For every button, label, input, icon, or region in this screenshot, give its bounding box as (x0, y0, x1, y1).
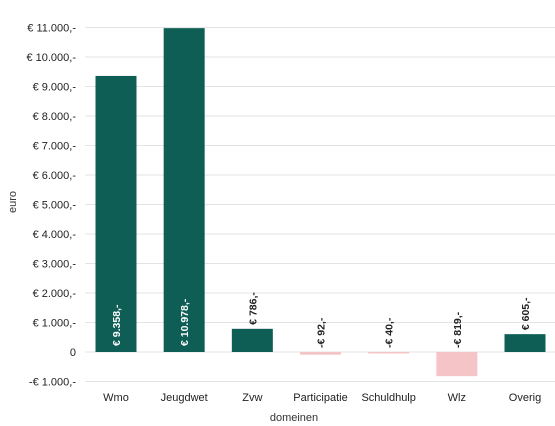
x-category-label: Jeugdwet (161, 392, 208, 404)
bar (504, 334, 546, 352)
bar (163, 28, 205, 353)
bar (300, 352, 341, 355)
grid-lines (85, 27, 555, 382)
x-category-label: Wlz (448, 392, 466, 404)
y-tick-label: € 1.000,- (33, 318, 77, 330)
y-tick-label: € 8.000,- (33, 111, 77, 123)
x-category-label: Schuldhulp (361, 392, 415, 404)
data-label: -€ 40,- (384, 317, 396, 348)
x-category-label: Zvw (242, 392, 262, 404)
y-tick-label: € 5.000,- (33, 200, 77, 212)
data-label: € 786,- (247, 292, 259, 325)
data-label: € 9.358,- (111, 304, 123, 346)
y-tick-label: € 4.000,- (33, 229, 77, 241)
bar (368, 352, 410, 354)
y-tick-label: € 11.000,- (27, 23, 76, 35)
y-tick-label: 0 (70, 347, 76, 359)
data-label: -€ 819,- (452, 311, 464, 348)
data-label: € 605,- (520, 297, 532, 330)
y-tick-label: € 9.000,- (33, 82, 77, 94)
y-tick-label: -€ 1.000,- (29, 377, 76, 389)
y-tick-label: € 2.000,- (33, 288, 77, 300)
bar (231, 328, 273, 352)
data-label: -€ 92,- (316, 317, 328, 348)
x-category-label: Wmo (103, 392, 129, 404)
y-axis-title: euro (7, 191, 19, 213)
y-axis-ticks: -€ 1.000,- 0 € 1.000,- € 2.000,- € 3.000,- € … (26, 23, 76, 389)
y-tick-label: € 7.000,- (33, 141, 77, 153)
bar (436, 352, 478, 377)
x-category-label: Participatie (293, 392, 347, 404)
x-axis-categories: Wmo Jeugdwet Zvw Participatie Schuldhulp Wlz O… (103, 392, 541, 404)
x-category-label: Overig (509, 392, 541, 404)
data-label: € 10.978,- (179, 298, 191, 346)
bar (95, 75, 137, 353)
data-labels: € 9.358,- € 10.978,- € 786,- -€ 92,- -€ 40,-… (111, 292, 532, 348)
y-tick-label: € 6.000,- (33, 170, 77, 182)
y-tick-label: € 3.000,- (33, 259, 77, 271)
y-tick-label: € 10.000,- (26, 52, 76, 64)
x-axis-title: domeinen (270, 412, 318, 424)
bars (95, 28, 546, 377)
